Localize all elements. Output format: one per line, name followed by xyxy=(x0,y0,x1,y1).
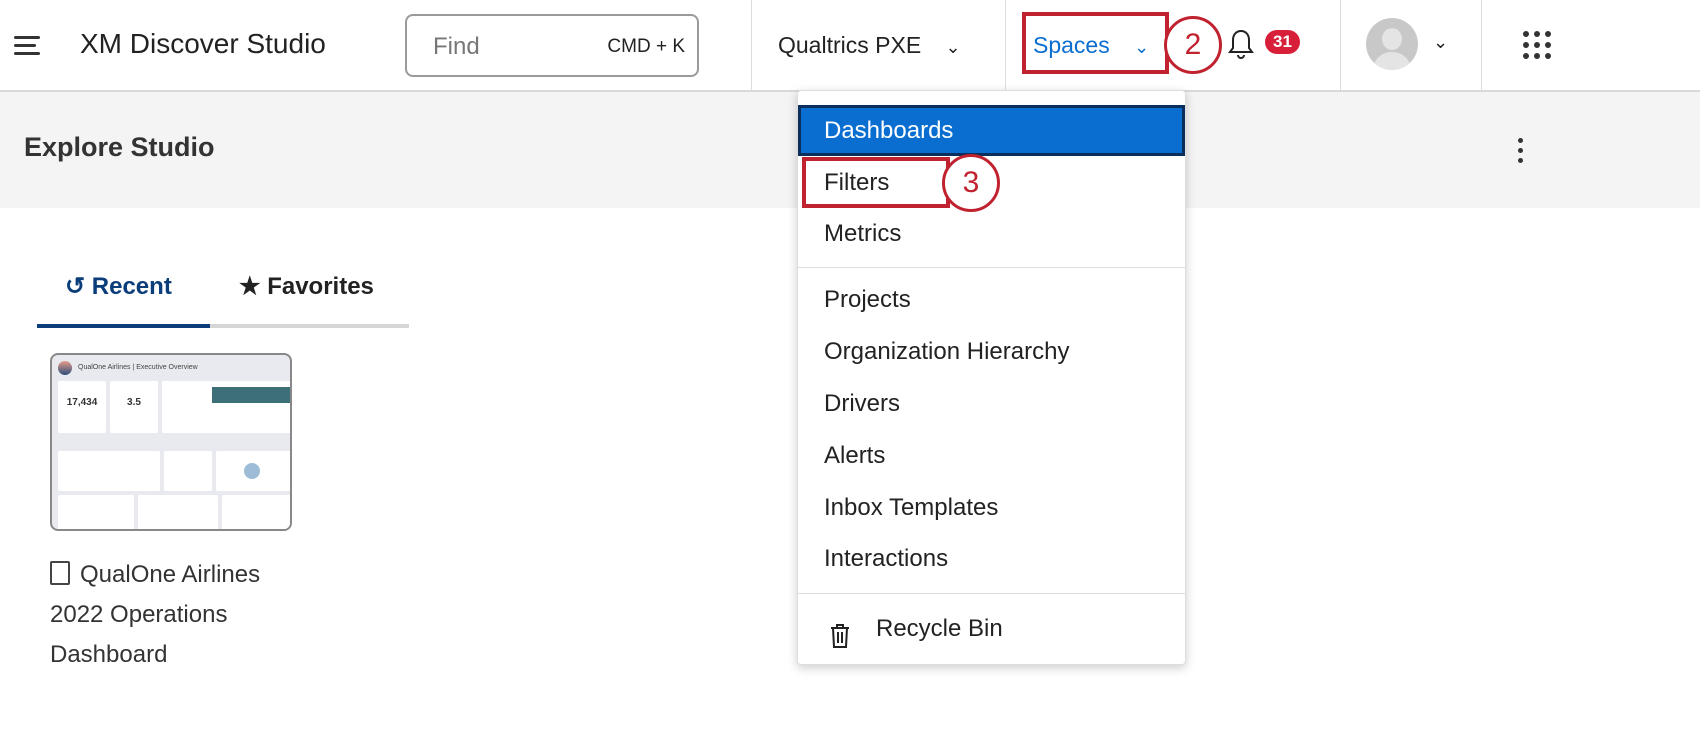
tab-bar: ↺ Recent ★ Favorites xyxy=(37,262,409,328)
divider xyxy=(1481,0,1482,90)
chevron-down-icon[interactable]: ⌄ xyxy=(1433,32,1449,52)
menu-item-organization-hierarchy[interactable]: Organization Hierarchy xyxy=(824,338,1070,365)
kpi-card: 17,434 xyxy=(58,381,106,433)
chart-card xyxy=(138,495,218,529)
spaces-dropdown[interactable]: Spaces ⌄ xyxy=(1033,32,1149,59)
buttons-card xyxy=(164,451,212,491)
menu-item-alerts[interactable]: Alerts xyxy=(824,442,886,469)
app-launcher-icon[interactable] xyxy=(1523,31,1551,59)
highlight-box-filters xyxy=(802,157,950,208)
chart-card xyxy=(162,381,290,433)
chart-card xyxy=(58,495,134,529)
dashboard-thumbnail[interactable]: QualOne Airlines | Executive Overview 17… xyxy=(50,353,292,531)
more-options-icon[interactable] xyxy=(1518,138,1524,168)
menu-item-interactions[interactable]: Interactions xyxy=(824,545,949,572)
notification-badge: 31 xyxy=(1265,30,1300,54)
divider xyxy=(1340,0,1341,90)
divider xyxy=(751,0,752,90)
callout-step-2: 2 xyxy=(1164,16,1222,74)
top-navigation-bar: XM Discover Studio Find CMD + K Qualtric… xyxy=(0,0,1700,92)
tab-label: Recent xyxy=(91,273,172,300)
thumbnail-header: QualOne Airlines | Executive Overview xyxy=(78,364,198,371)
menu-item-projects[interactable]: Projects xyxy=(824,286,911,313)
tab-label: Favorites xyxy=(267,273,374,300)
bell-icon[interactable] xyxy=(1228,28,1254,67)
star-icon: ★ xyxy=(239,273,261,300)
menu-item-recycle-bin[interactable]: Recycle Bin xyxy=(798,603,1185,654)
book-icon xyxy=(50,561,70,585)
hamburger-menu-icon[interactable] xyxy=(14,36,40,60)
account-label: Qualtrics PXE xyxy=(778,32,922,58)
divider xyxy=(798,267,1185,268)
text-card xyxy=(222,495,290,529)
highlight-box-spaces xyxy=(1022,12,1169,74)
menu-item-filters[interactable]: Filters xyxy=(824,169,890,196)
tab-favorites[interactable]: ★ Favorites xyxy=(239,272,374,301)
menu-item-metrics[interactable]: Metrics xyxy=(824,220,902,247)
account-dropdown[interactable]: Qualtrics PXE ⌄ xyxy=(778,32,961,59)
search-placeholder: Find xyxy=(433,33,480,60)
menu-item-dashboards[interactable]: Dashboards xyxy=(798,105,1185,156)
tab-recent[interactable]: ↺ Recent xyxy=(65,272,172,301)
menu-item-drivers[interactable]: Drivers xyxy=(824,390,900,417)
chevron-down-icon: ⌄ xyxy=(1134,37,1150,57)
callout-step-3: 3 xyxy=(942,154,1000,212)
dashboard-title: QualOne Airlines 2022 Operations Dashboa… xyxy=(50,561,261,668)
menu-item-inbox-templates[interactable]: Inbox Templates xyxy=(824,494,999,521)
trash-icon xyxy=(830,616,850,667)
page-title: Explore Studio xyxy=(24,132,215,162)
divider xyxy=(1005,0,1006,90)
search-shortcut: CMD + K xyxy=(607,36,685,57)
history-icon: ↺ xyxy=(65,273,86,300)
dashboard-link[interactable]: QualOne Airlines 2022 Operations Dashboa… xyxy=(50,555,310,675)
divider xyxy=(798,593,1185,594)
logo-icon xyxy=(58,361,72,375)
text-card xyxy=(58,451,160,491)
chevron-down-icon: ⌄ xyxy=(945,37,961,57)
kpi-card: 3.5 xyxy=(110,381,158,433)
avatar[interactable] xyxy=(1366,18,1418,70)
search-input[interactable]: Find CMD + K xyxy=(405,14,699,77)
spaces-label: Spaces xyxy=(1033,32,1110,58)
app-title: XM Discover Studio xyxy=(80,28,326,59)
active-tab-indicator xyxy=(37,324,210,328)
menu-item-label: Recycle Bin xyxy=(876,615,1003,642)
pie-card xyxy=(216,451,290,491)
